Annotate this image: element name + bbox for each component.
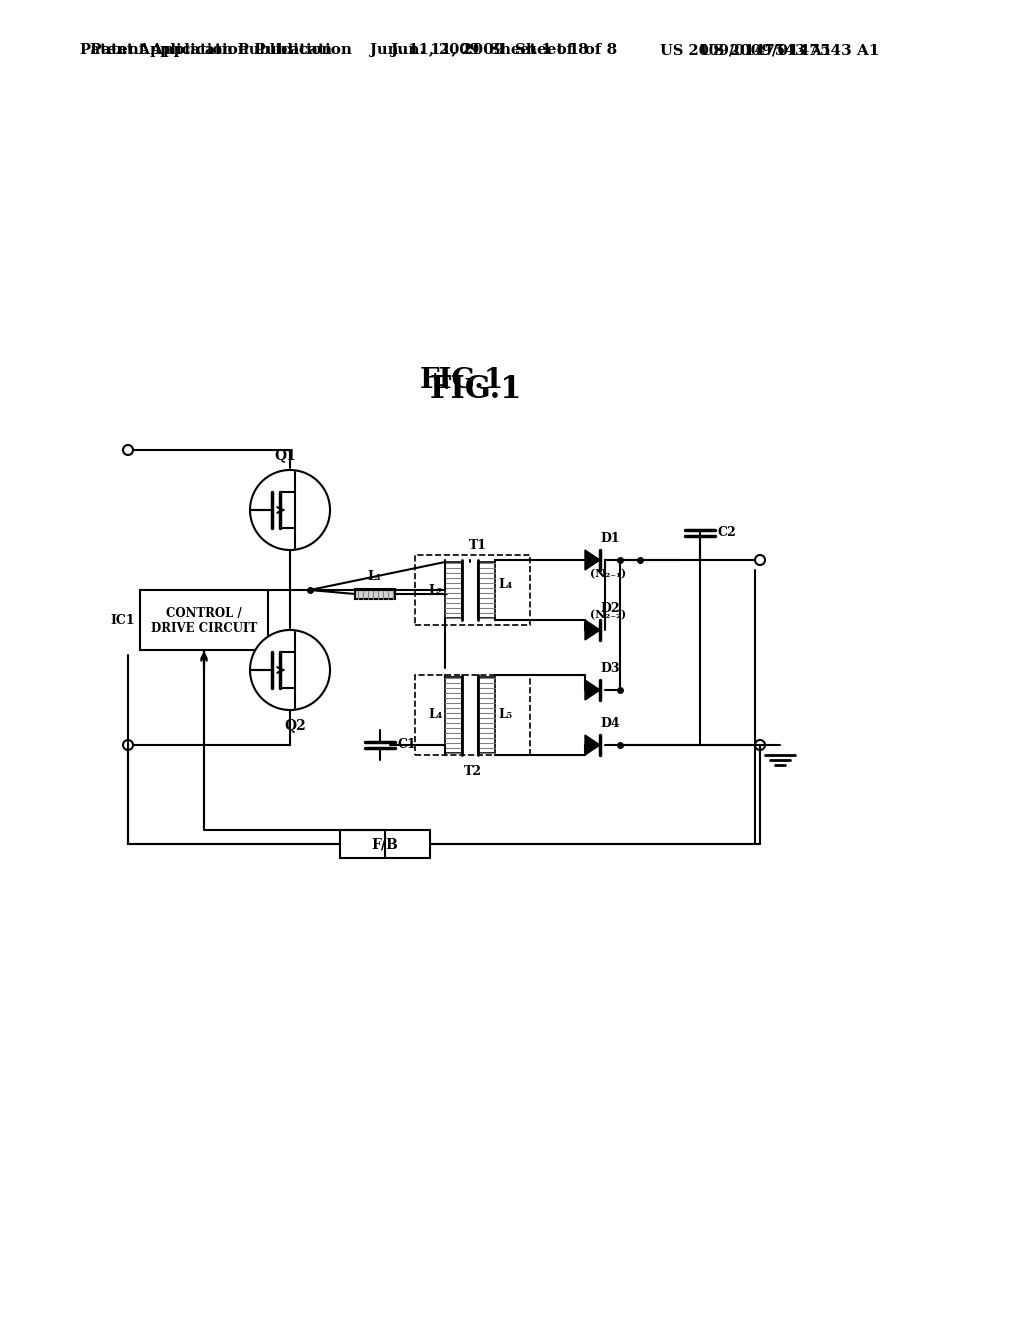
Circle shape xyxy=(123,741,133,750)
Text: L₁: L₁ xyxy=(368,570,382,583)
Polygon shape xyxy=(585,620,600,640)
Bar xyxy=(140,590,268,649)
Polygon shape xyxy=(585,680,600,700)
Text: Patent Application Publication: Patent Application Publication xyxy=(90,44,352,57)
Text: L₄: L₄ xyxy=(429,709,443,722)
Text: IC1: IC1 xyxy=(111,614,135,627)
Polygon shape xyxy=(585,550,600,570)
Circle shape xyxy=(123,445,133,455)
Text: L₂: L₂ xyxy=(429,583,443,597)
Text: D2: D2 xyxy=(600,602,620,615)
Text: C1: C1 xyxy=(398,738,417,751)
Bar xyxy=(415,554,530,624)
Bar xyxy=(445,562,462,618)
Circle shape xyxy=(755,554,765,565)
Text: FIG.1: FIG.1 xyxy=(420,367,504,393)
Text: US 2009/0147543 A1: US 2009/0147543 A1 xyxy=(700,44,880,57)
Text: Q1: Q1 xyxy=(274,447,296,462)
Text: D1: D1 xyxy=(600,532,620,545)
Bar xyxy=(478,677,495,752)
Text: T1: T1 xyxy=(469,539,486,552)
Bar xyxy=(445,677,462,752)
Circle shape xyxy=(250,470,330,550)
Text: CONTROL /: CONTROL / xyxy=(166,607,242,620)
Text: Jun. 11, 2009  Sheet 1 of 8: Jun. 11, 2009 Sheet 1 of 8 xyxy=(370,44,588,57)
Text: Jun. 11, 2009  Sheet 1 of 8: Jun. 11, 2009 Sheet 1 of 8 xyxy=(390,44,617,57)
Text: US 2009/0147543 A1: US 2009/0147543 A1 xyxy=(660,44,831,57)
Polygon shape xyxy=(585,735,600,755)
Text: D3: D3 xyxy=(600,663,620,675)
Text: C2: C2 xyxy=(718,527,736,540)
Circle shape xyxy=(755,741,765,750)
Text: FIG.1: FIG.1 xyxy=(430,375,522,405)
Text: (N₂₋₂): (N₂₋₂) xyxy=(590,610,626,620)
Text: L₄: L₄ xyxy=(498,578,512,591)
Text: D4: D4 xyxy=(600,717,620,730)
Text: DRIVE CIRCUIT: DRIVE CIRCUIT xyxy=(151,622,257,635)
Text: L₅: L₅ xyxy=(498,709,512,722)
Bar xyxy=(355,589,395,599)
Bar xyxy=(478,562,495,618)
Text: Patent Application Publication: Patent Application Publication xyxy=(80,44,332,57)
Circle shape xyxy=(250,630,330,710)
Text: Q2: Q2 xyxy=(284,718,306,733)
Text: (N₂₋₁): (N₂₋₁) xyxy=(590,569,626,579)
Bar xyxy=(415,675,530,755)
Text: F/B: F/B xyxy=(372,837,398,851)
Bar xyxy=(340,830,430,858)
Text: T2: T2 xyxy=(464,766,481,777)
